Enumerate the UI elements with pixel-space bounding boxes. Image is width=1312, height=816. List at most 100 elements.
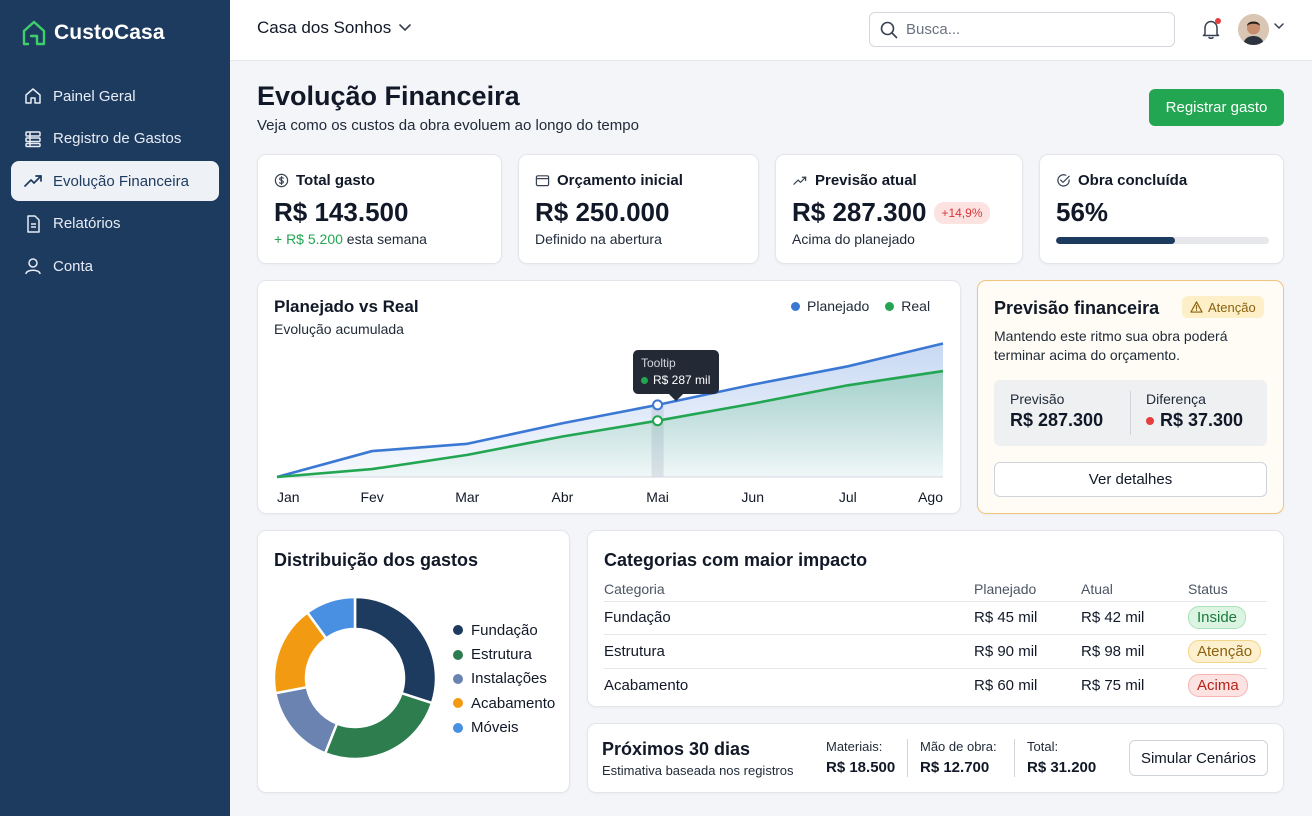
tooltip-dot <box>641 376 648 384</box>
data-point-planejado <box>652 399 664 411</box>
donut-slice-móveis[interactable] <box>305 595 357 641</box>
notification-dot <box>1215 18 1221 24</box>
chevron-down-icon[interactable] <box>1274 23 1284 30</box>
distribution-card: Distribuição dos gastos Fundação Estrutu… <box>257 530 570 793</box>
legend-item[interactable]: Acabamento <box>453 691 555 715</box>
sidebar-item-registro-de-gastos[interactable]: Registro de Gastos <box>11 119 219 159</box>
house-logo-icon <box>22 20 46 46</box>
legend-label: Real <box>901 298 931 314</box>
legend-item[interactable]: Instalações <box>453 667 555 691</box>
project-selector[interactable]: Casa dos Sonhos <box>257 18 412 38</box>
legend-label: Instalações <box>471 670 547 688</box>
sidebar-item-label: Registro de Gastos <box>53 130 182 148</box>
weekly-delta-label: esta semana <box>346 231 427 247</box>
legend-dot <box>453 673 463 684</box>
sidebar: CustoCasa Painel Geral Registro de Gasto… <box>0 0 230 816</box>
document-icon <box>27 215 40 233</box>
legend-item[interactable]: Fundação <box>453 618 555 642</box>
column-header[interactable]: Status <box>1188 577 1267 602</box>
total-value: R$ 31.200 <box>1027 759 1097 776</box>
register-expense-button[interactable]: Registrar gasto <box>1149 89 1284 126</box>
user-photo-icon <box>1238 14 1269 45</box>
view-details-button[interactable]: Ver detalhes <box>994 462 1267 497</box>
legend-item[interactable]: Móveis <box>453 716 555 740</box>
stat-title: Total gasto <box>296 172 375 189</box>
difference-value: R$ 37.300 <box>1160 410 1244 430</box>
stat-value: R$ 287.300 <box>792 197 927 227</box>
column-header[interactable]: Atual <box>1081 577 1188 602</box>
stat-note: Definido na abertura <box>535 231 662 247</box>
labor-label: Mão de obra: <box>920 739 997 754</box>
legend-dot <box>885 302 895 311</box>
line-chart-card: Planejado vs Real Evolução acumulada Pla… <box>257 280 961 514</box>
divider <box>907 739 908 777</box>
column-header[interactable]: Categoria <box>604 577 974 602</box>
materials-label: Materiais: <box>826 739 883 754</box>
planned-cell: R$ 90 mil <box>974 634 1081 669</box>
forecast-text: Mantendo este ritmo sua obra poderá term… <box>994 328 1228 363</box>
sidebar-item-painel-geral[interactable]: Painel Geral <box>11 76 219 116</box>
variance-badge: +14,9% <box>934 201 990 224</box>
chart-title: Planejado vs Real <box>274 297 419 316</box>
avatar[interactable] <box>1238 14 1269 45</box>
home-icon <box>25 88 41 104</box>
donut-slice-fundação[interactable] <box>353 595 438 705</box>
stat-header: Previsão atual <box>792 172 917 189</box>
sidebar-item-label: Conta <box>53 257 94 275</box>
sidebar-item-conta[interactable]: Conta <box>11 246 219 286</box>
categories-table: Categoria Planejado Atual Status Fundaçã… <box>604 577 1267 702</box>
total-label: Total: <box>1027 739 1059 754</box>
tooltip-value: R$ 287 mil <box>653 373 711 387</box>
simulate-scenarios-button[interactable]: Simular Cenários <box>1129 740 1268 776</box>
trend-icon <box>24 175 42 188</box>
warning-icon <box>1190 301 1203 313</box>
actual-cell: R$ 98 mil <box>1081 634 1188 669</box>
sidebar-item-relatorios[interactable]: Relatórios <box>11 204 219 244</box>
sidebar-nav: Painel Geral Registro de Gastos Evolução… <box>11 76 219 289</box>
categories-title: Categorias com maior impacto <box>604 550 868 570</box>
bell-icon <box>1202 20 1220 39</box>
wallet-icon <box>535 175 550 187</box>
difference-label: Diferença <box>1146 391 1206 407</box>
categories-card: Categorias com maior impacto Categoria P… <box>587 530 1284 707</box>
table-row[interactable]: Fundação R$ 45 mil R$ 42 mil Inside <box>604 601 1267 635</box>
actual-cell: R$ 42 mil <box>1081 601 1188 635</box>
progress-bar <box>1056 237 1269 244</box>
planned-cell: R$ 60 mil <box>974 676 1038 694</box>
legend-item[interactable]: Estrutura <box>453 642 555 666</box>
donut-slice-estrutura[interactable] <box>323 691 434 761</box>
donut-slice-instalações[interactable] <box>273 685 339 755</box>
difference-col: Diferença R$ 37.300 <box>1146 391 1243 431</box>
brand[interactable]: CustoCasa <box>22 20 165 46</box>
stat-note: + R$ 5.200 esta semana <box>274 231 427 247</box>
x-tick-label: Jun <box>741 489 764 505</box>
legend-dot <box>453 698 463 709</box>
next-30-days-card: Próximos 30 dias Estimativa baseada nos … <box>587 723 1284 793</box>
status-dot <box>1146 416 1154 425</box>
legend-item-planned[interactable]: Planejado <box>791 298 869 314</box>
stat-title: Orçamento inicial <box>557 172 683 189</box>
legend-item-real[interactable]: Real <box>885 298 930 314</box>
search-box <box>869 12 1175 47</box>
chart-tooltip: Tooltip R$ 287 mil <box>633 350 719 402</box>
attention-label: Atenção <box>1208 299 1256 315</box>
attention-badge: Atenção <box>1182 296 1264 318</box>
line-chart[interactable]: Jan Fev Mar Abr Mai Jun Jul Ago <box>258 281 962 515</box>
donut-chart[interactable] <box>270 593 440 763</box>
notifications-button[interactable] <box>1200 18 1222 40</box>
check-circle-icon <box>1057 174 1070 187</box>
table-row[interactable]: Estrutura R$ 90 mil R$ 98 mil Atenção <box>604 634 1267 669</box>
page-subtitle: Veja como os custos da obra evoluem ao l… <box>257 117 639 134</box>
legend-label: Fundação <box>471 621 538 639</box>
sidebar-item-evolucao-financeira[interactable]: Evolução Financeira <box>11 161 219 202</box>
category-cell: Acabamento <box>604 676 689 694</box>
materials-col: Materiais: R$ 18.500 <box>826 739 895 776</box>
chevron-down-icon <box>399 24 412 32</box>
stat-value-row: R$ 287.300 +14,9% <box>792 197 990 228</box>
stat-header: Total gasto <box>274 172 375 189</box>
table-row[interactable]: Acabamento R$ 60 mil R$ 75 mil Acima <box>604 668 1267 702</box>
project-name: Casa dos Sonhos <box>257 18 392 37</box>
column-header[interactable]: Planejado <box>974 577 1081 602</box>
search-input[interactable] <box>906 21 1156 38</box>
search-icon <box>880 21 898 38</box>
